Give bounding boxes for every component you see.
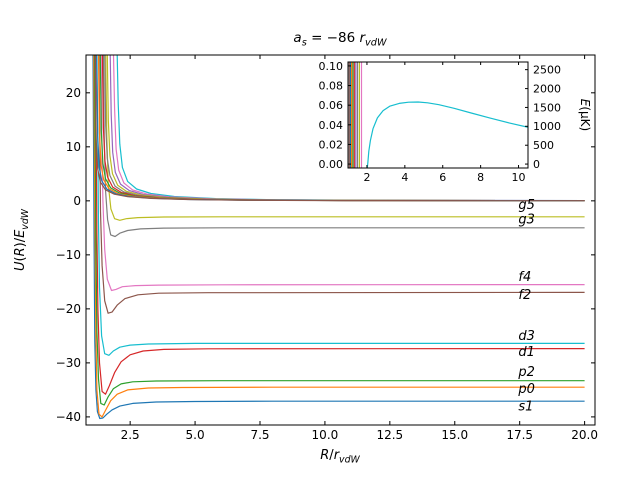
main-axes-frame [85, 54, 596, 426]
x-label-separator: / [329, 448, 334, 463]
series-d1 [95, 55, 585, 395]
x-label-numerator: R [320, 448, 330, 463]
curve-label-g5: g5 [518, 198, 535, 213]
curve-label-p0: p0 [517, 382, 535, 397]
y-axis-label: U(R)/EvdW [13, 209, 31, 271]
curve-label-d3: d3 [518, 329, 535, 344]
y-label-u: U [13, 261, 29, 272]
series-f2 [98, 55, 585, 314]
main-y-tick-label: −40 [56, 410, 81, 424]
inset-right-tick-label: 2000 [533, 83, 561, 96]
series-cont-10 [94, 55, 585, 202]
main-curves-group [92, 55, 585, 420]
series-f4 [100, 55, 585, 292]
inset-x-tick-label: 10 [512, 171, 526, 184]
plot-title: as = −86 rvdW [293, 30, 386, 49]
main-x-tick-label: 17.5 [506, 428, 533, 442]
inset-background [348, 62, 528, 168]
main-y-tick-label: −20 [56, 302, 81, 316]
y-label-r: R [13, 247, 29, 257]
y-label-close-paren: )/ [13, 237, 29, 248]
curve-label-f4: f4 [518, 270, 531, 285]
main-y-tick-label: 20 [66, 86, 81, 100]
x-label-denominator-subscript: vdW [339, 454, 360, 466]
series-s1 [92, 55, 585, 420]
curve-label-f2: f2 [518, 288, 531, 303]
inset-right-tick-label: 1500 [533, 101, 561, 114]
curve-label-s1: s1 [518, 399, 533, 414]
inset-right-axis-label: E(μK) [578, 99, 592, 131]
inset-y-tick-label: 0.10 [319, 60, 344, 73]
inset-right-tick-label: 0 [533, 158, 540, 171]
series-p0 [93, 55, 585, 418]
inset-energy-variable: E [578, 98, 592, 107]
inset-y-tick-label: 0.08 [319, 80, 344, 93]
inset-x-tick-label: 8 [477, 171, 484, 184]
main-y-tick-label: 0 [73, 194, 81, 208]
series-g5 [105, 55, 585, 221]
main-y-tick-label: 10 [66, 140, 81, 154]
x-axis-label: R/rvdW [320, 448, 360, 466]
inset-right-tick-label: 2500 [533, 64, 561, 77]
main-y-tick-label: −10 [56, 248, 81, 262]
main-y-tick-label: −30 [56, 356, 81, 370]
y-label-open-paren: ( [13, 256, 29, 262]
series-inset-barrier [366, 101, 528, 168]
series-d3 [96, 55, 585, 356]
inset-axes-frame [347, 61, 529, 169]
main-x-tick-label: 2.5 [121, 428, 140, 442]
series-g3 [102, 55, 585, 238]
curve-label-g3: g3 [518, 213, 535, 228]
title-unit: r [359, 30, 366, 46]
main-x-tick-label: 20.0 [571, 428, 598, 442]
inset-right-tick-label: 500 [533, 139, 554, 152]
series-p2 [94, 55, 585, 406]
inset-y-tick-label: 0.06 [319, 99, 344, 112]
main-x-tick-label: 10.0 [312, 428, 339, 442]
title-unit-subscript: vdW [365, 37, 387, 49]
curve-label-d1: d1 [518, 345, 535, 360]
curve-label-p2: p2 [517, 365, 535, 380]
title-variable: a [293, 30, 302, 46]
main-x-tick-label: 15.0 [441, 428, 468, 442]
main-x-tick-label: 12.5 [376, 428, 403, 442]
x-label-denominator: r [333, 448, 340, 463]
inset-y-tick-label: 0.04 [319, 119, 344, 132]
title-variable-subscript: s [301, 37, 307, 49]
inset-y-tick-label: 0.00 [319, 158, 344, 171]
inset-energy-unit: (μK) [578, 106, 592, 132]
y-label-subscript: vdW [19, 208, 31, 230]
inset-x-tick-label: 4 [401, 171, 408, 184]
inset-curves-group [348, 62, 528, 168]
y-label-e: E [13, 229, 29, 238]
main-x-tick-label: 7.5 [250, 428, 269, 442]
title-value: = −86 [306, 30, 360, 46]
inset-right-tick-label: 1000 [533, 120, 561, 133]
inset-y-tick-label: 0.02 [319, 138, 344, 151]
inset-x-tick-label: 6 [439, 171, 446, 184]
inset-x-tick-label: 2 [363, 171, 370, 184]
main-x-tick-label: 5.0 [186, 428, 205, 442]
